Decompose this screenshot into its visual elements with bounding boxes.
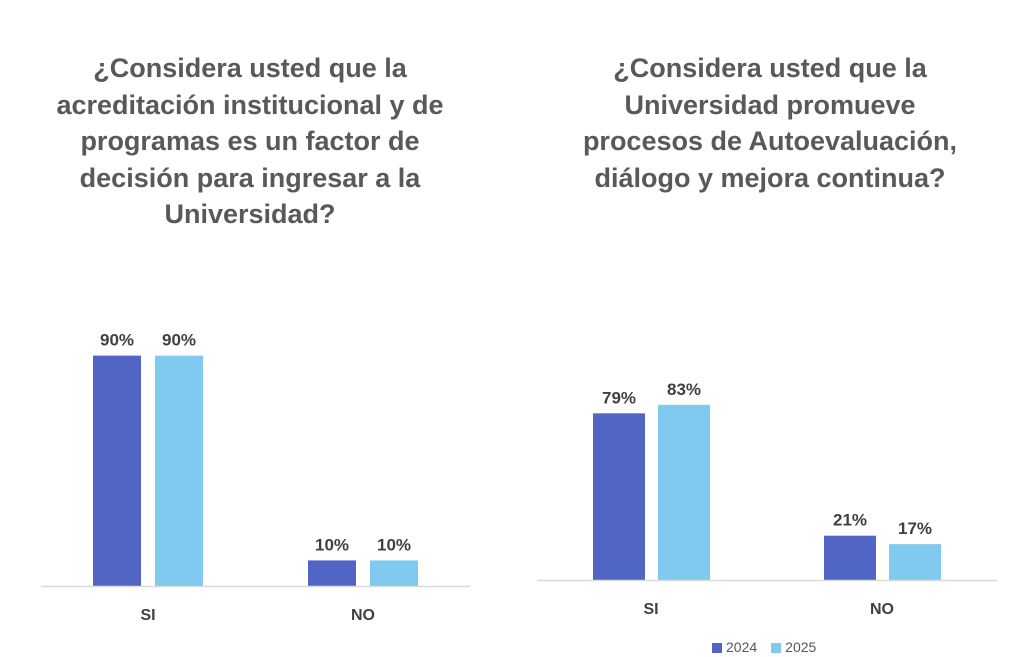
bar-no-2024 [308,560,356,586]
data-label: 10% [377,535,411,554]
legend-label: 2024 [726,639,758,655]
bar-si-2024 [593,413,645,580]
title-line: decisión para ingresar a la [79,162,421,193]
data-label: 90% [100,331,134,350]
title-line: procesos de Autoevaluación, [582,126,958,156]
legend-item-2025: 2025 [771,639,816,655]
x-tick-label: SI [643,601,658,618]
bar-no-2025 [370,560,418,586]
data-label: 79% [602,388,636,407]
data-label: 90% [162,331,196,350]
data-label: 10% [315,535,349,554]
data-label: 17% [898,519,932,538]
bar-no-2024 [824,535,876,580]
x-tick-label: SI [140,607,155,624]
title-line: Universidad promueve [624,89,916,120]
legend: 2024 2025 [712,639,816,655]
data-label: 21% [833,511,867,530]
legend-label: 2025 [785,639,817,655]
title-line: Universidad? [164,199,336,229]
title-line: programas es un factor de [80,126,420,156]
title-line: ¿Considera usted que la [613,53,927,83]
bar-si-2025 [658,404,710,580]
legend-swatch-2025 [771,643,782,653]
x-tick-label: NO [870,601,894,618]
x-tick-label: NO [351,607,375,624]
bar-si-2024 [93,355,141,586]
title-line: ¿Considera usted que la [93,53,407,83]
title-line: acreditación institucional y de [56,89,444,120]
title-line: diálogo y mejora continua? [594,162,946,193]
bar-si-2025 [155,355,203,586]
legend-swatch-2024 [712,643,722,653]
chart-1-title: ¿Considera usted que la acreditación ins… [20,50,480,233]
bar-no-2025 [889,544,941,580]
data-label: 83% [667,380,701,399]
legend-item-2024: 2024 [712,639,757,655]
chart-2-title: ¿Considera usted que la Universidad prom… [540,50,1000,196]
